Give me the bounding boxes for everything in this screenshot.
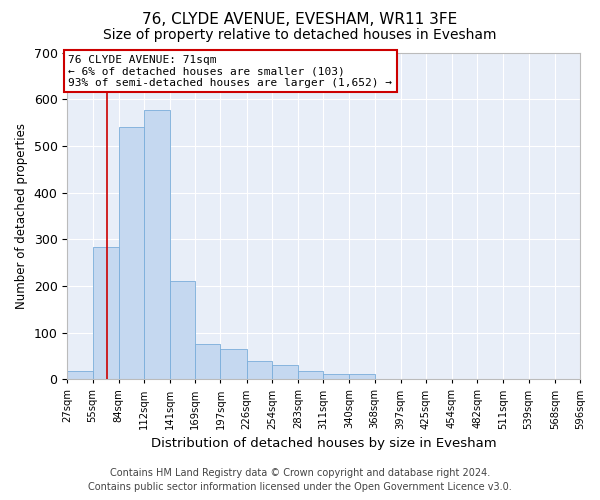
Bar <box>170 281 195 380</box>
Bar <box>67 371 92 380</box>
Bar <box>323 374 349 380</box>
Bar <box>298 371 323 380</box>
Bar <box>144 110 170 380</box>
Text: Contains HM Land Registry data © Crown copyright and database right 2024.
Contai: Contains HM Land Registry data © Crown c… <box>88 468 512 492</box>
Bar <box>92 247 119 380</box>
Y-axis label: Number of detached properties: Number of detached properties <box>15 123 28 309</box>
Text: 76, CLYDE AVENUE, EVESHAM, WR11 3FE: 76, CLYDE AVENUE, EVESHAM, WR11 3FE <box>142 12 458 28</box>
Bar <box>272 366 298 380</box>
Text: 76 CLYDE AVENUE: 71sqm
← 6% of detached houses are smaller (103)
93% of semi-det: 76 CLYDE AVENUE: 71sqm ← 6% of detached … <box>68 55 392 88</box>
Bar <box>247 360 272 380</box>
Bar <box>119 127 144 380</box>
Bar <box>220 349 247 380</box>
Bar <box>349 374 374 380</box>
Bar <box>195 344 220 380</box>
X-axis label: Distribution of detached houses by size in Evesham: Distribution of detached houses by size … <box>151 437 496 450</box>
Text: Size of property relative to detached houses in Evesham: Size of property relative to detached ho… <box>103 28 497 42</box>
